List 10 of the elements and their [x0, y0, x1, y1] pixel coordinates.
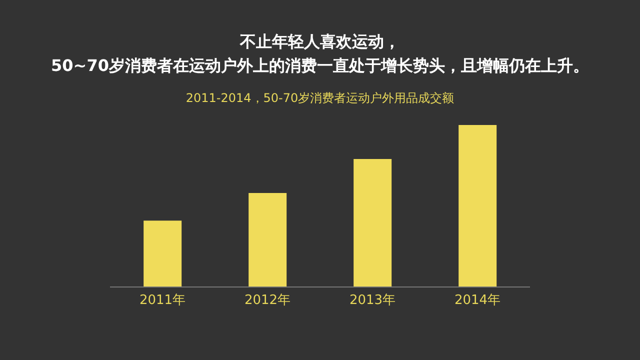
x-tick-label: 2014年 [454, 293, 501, 308]
chart-title: 不止年轻人喜欢运动， 50~70岁消费者在运动户外上的消费一直处于增长势头，且增幅仍在上升。 [50, 31, 590, 77]
bar [458, 125, 497, 287]
x-tick-label: 2013年 [349, 293, 396, 308]
chart-subtitle: 2011-2014，50-70岁消费者运动户外用品成交额 [184, 90, 456, 107]
bar [354, 159, 392, 287]
x-tick-label: 2012年 [244, 293, 291, 308]
x-tick-label: 2011年 [139, 293, 186, 308]
bar [248, 193, 287, 287]
bar [144, 220, 182, 287]
